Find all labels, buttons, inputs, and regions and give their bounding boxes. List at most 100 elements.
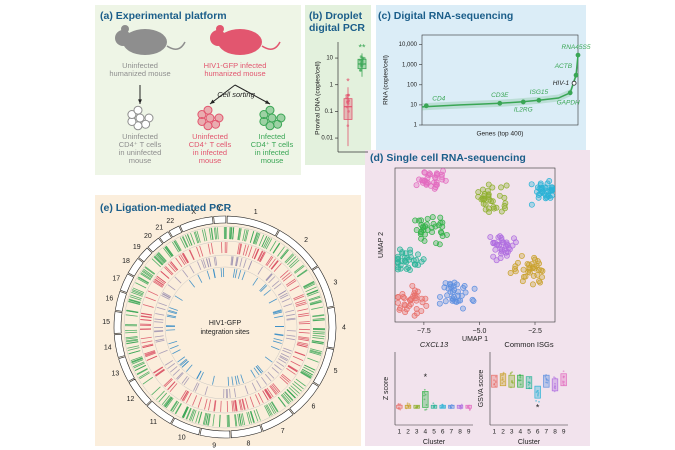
integration-site xyxy=(176,371,183,380)
integration-site xyxy=(272,383,281,393)
cell-point xyxy=(420,224,426,231)
cell xyxy=(259,116,269,126)
integration-site xyxy=(303,281,315,288)
integration-site xyxy=(286,367,296,375)
chromosome xyxy=(159,231,172,244)
integration-site xyxy=(293,381,304,390)
integration-site xyxy=(181,253,189,264)
integration-site xyxy=(169,262,178,271)
integration-site xyxy=(136,368,148,376)
group-label: Infected xyxy=(259,132,286,141)
integration-site xyxy=(268,258,276,268)
cell-dot xyxy=(547,379,549,382)
cell-point xyxy=(489,198,496,205)
chromosome xyxy=(113,333,126,358)
cluster-box xyxy=(404,404,412,409)
integration-site xyxy=(303,282,315,289)
integration-site xyxy=(295,301,307,306)
integration-site xyxy=(292,355,304,361)
mouse-ear xyxy=(121,25,129,33)
cell-dot xyxy=(493,383,495,386)
chromosome-label: 3 xyxy=(333,280,337,287)
integration-site xyxy=(232,227,235,240)
cell-point xyxy=(395,294,401,300)
chromosome-label: 5 xyxy=(334,368,338,375)
integration-site xyxy=(306,289,318,295)
integration-site xyxy=(312,319,325,322)
integration-site xyxy=(131,357,143,363)
cell-point xyxy=(482,206,489,213)
cell-point xyxy=(470,298,477,304)
cluster-box xyxy=(543,374,550,388)
x-tick-label: −2.5 xyxy=(528,328,542,335)
integration-site xyxy=(232,400,235,412)
integration-site xyxy=(162,291,172,298)
integration-site xyxy=(153,366,163,374)
cell-point xyxy=(485,181,492,188)
cell-point xyxy=(409,282,416,289)
integration-site xyxy=(312,314,325,317)
cluster-box xyxy=(534,385,541,399)
integration-site xyxy=(199,371,204,381)
integration-site xyxy=(312,317,325,320)
integration-site xyxy=(311,341,324,345)
integration-site xyxy=(154,330,164,333)
cell-point xyxy=(475,189,482,196)
y-axis-label: GSVA score xyxy=(478,370,485,408)
integration-site xyxy=(279,355,289,361)
track-ring xyxy=(123,225,327,429)
cell-point xyxy=(431,179,437,186)
integration-site xyxy=(180,359,188,367)
cluster-box xyxy=(413,404,420,409)
integration-site xyxy=(170,400,178,412)
cluster-label: 3 xyxy=(415,429,419,436)
cell-point xyxy=(498,248,505,255)
cell-point xyxy=(395,264,401,271)
cluster-box xyxy=(448,404,455,409)
chromosome-label: 7 xyxy=(281,428,285,435)
cell-point xyxy=(422,231,428,238)
cluster-box xyxy=(396,404,403,409)
cell-point xyxy=(502,205,508,212)
integration-site xyxy=(269,240,277,252)
chromosome xyxy=(168,225,183,238)
cell-dot xyxy=(407,405,410,408)
integration-site xyxy=(161,295,170,300)
cell-dot xyxy=(502,371,505,374)
chromosome-label: 11 xyxy=(150,419,157,426)
integration-site xyxy=(310,348,323,353)
integration-site xyxy=(206,258,210,268)
cell-dot xyxy=(501,379,503,381)
cell-point xyxy=(423,302,430,309)
cluster-box xyxy=(551,378,559,392)
cell-point xyxy=(502,200,509,207)
integration-site xyxy=(276,361,285,367)
integration-site xyxy=(174,240,181,252)
integration-site xyxy=(274,334,284,337)
cell-point xyxy=(395,266,401,273)
cell-point xyxy=(413,182,420,189)
cell-point xyxy=(482,201,489,208)
integration-site xyxy=(270,345,280,351)
integration-site xyxy=(253,248,259,260)
integration-site xyxy=(273,283,282,290)
integration-site xyxy=(257,250,264,262)
cell-dot xyxy=(501,376,504,379)
cluster-label: 8 xyxy=(458,429,462,436)
integration-site xyxy=(271,367,280,374)
group-label: CD4⁺ T cells xyxy=(251,140,294,149)
integration-site xyxy=(203,413,208,425)
cluster-box xyxy=(456,404,464,409)
integration-site xyxy=(283,303,293,308)
y-tick-label: 1 xyxy=(414,123,418,129)
chromosome xyxy=(118,356,135,382)
integration-site xyxy=(243,259,247,268)
cell-point xyxy=(425,180,431,186)
integration-site xyxy=(155,390,165,400)
integration-site xyxy=(155,254,165,264)
chromosome-label: Y xyxy=(217,205,222,212)
integration-site xyxy=(169,307,178,311)
integration-site xyxy=(212,375,215,385)
cell-point xyxy=(415,262,422,269)
